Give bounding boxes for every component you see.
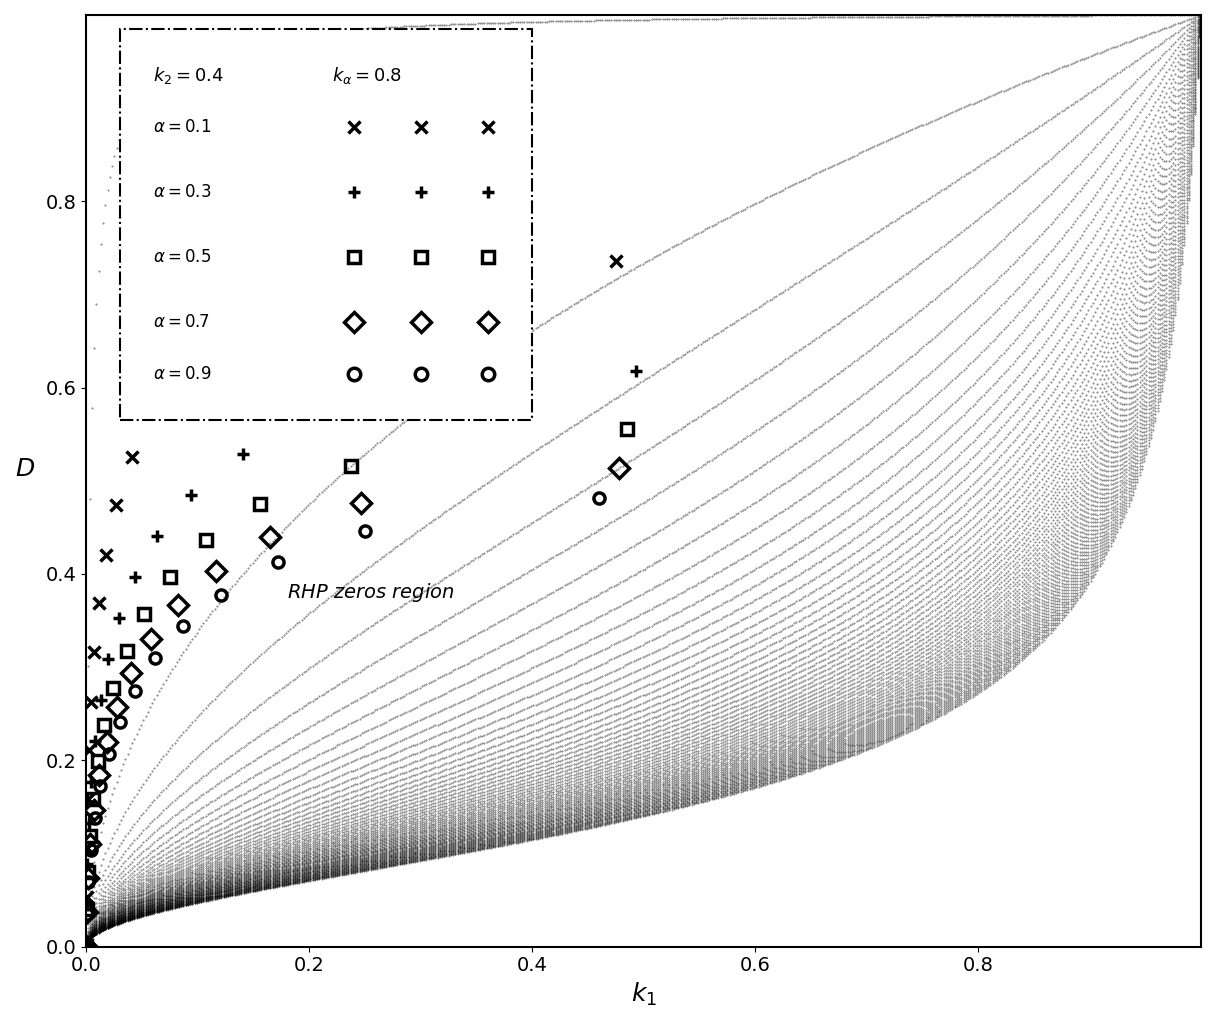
Text: $\alpha = 0.7$: $\alpha = 0.7$ [153,313,210,331]
FancyBboxPatch shape [120,29,533,420]
Text: $k_2 = 0.4$: $k_2 = 0.4$ [153,65,224,86]
X-axis label: $k_1$: $k_1$ [631,981,657,1008]
Text: $RHP$ zeros region: $RHP$ zeros region [287,581,455,604]
Text: $\alpha = 0.9$: $\alpha = 0.9$ [153,364,212,383]
Text: $\alpha = 0.3$: $\alpha = 0.3$ [153,183,212,201]
Text: $k_{\alpha} = 0.8$: $k_{\alpha} = 0.8$ [332,65,401,86]
Y-axis label: $D$: $D$ [15,456,35,481]
Text: $\alpha = 0.5$: $\alpha = 0.5$ [153,249,212,266]
Text: $\alpha = 0.1$: $\alpha = 0.1$ [153,118,212,136]
